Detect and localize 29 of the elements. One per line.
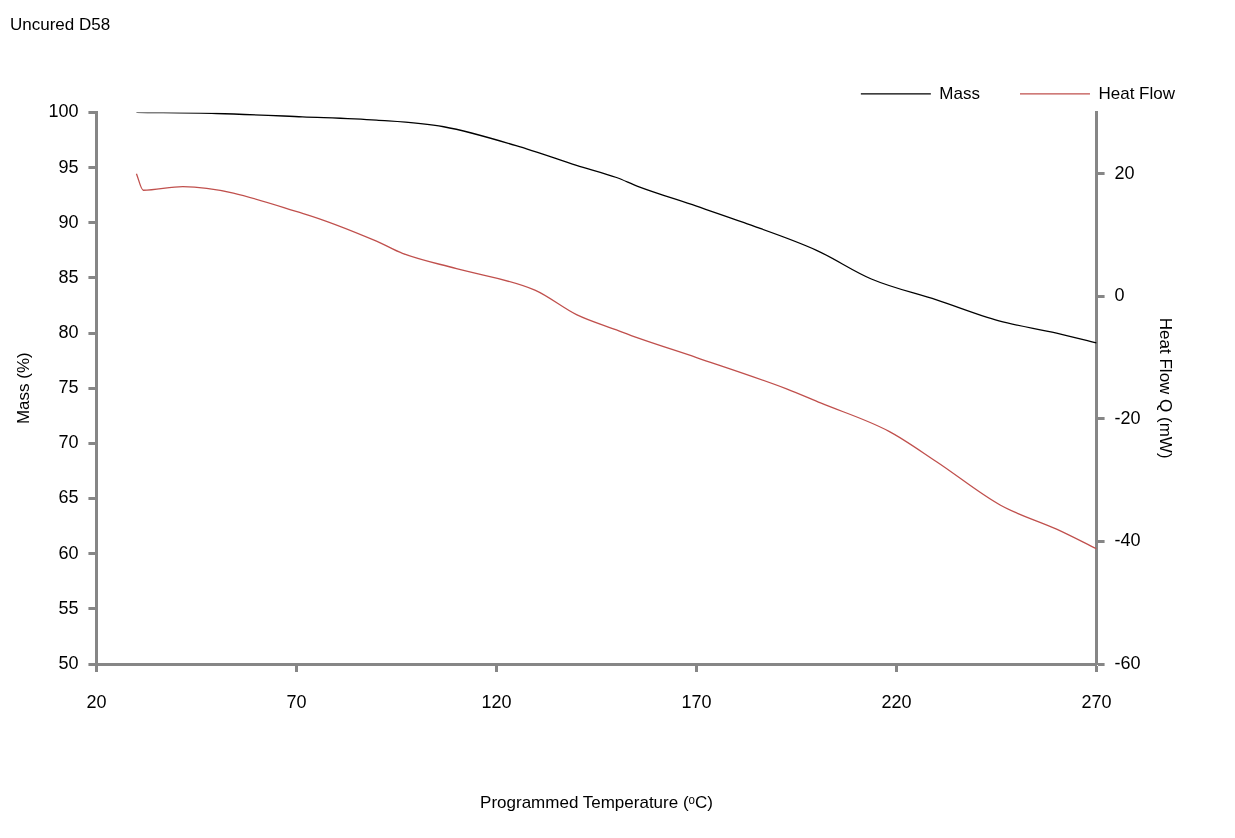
- x-tick-label: 20: [86, 691, 107, 712]
- y-tick-label: 50: [58, 652, 79, 673]
- y-tick-label: 70: [58, 432, 79, 453]
- x-tick-label: 220: [881, 691, 912, 712]
- y2-axis-title: Heat Flow Q (mW): [1156, 317, 1176, 459]
- y-tick-label: 100: [48, 101, 79, 122]
- legend-label: Heat Flow: [1098, 83, 1176, 103]
- legend-label: Mass: [939, 83, 980, 103]
- y-tick-label: 75: [58, 377, 79, 398]
- y-tick-label: 85: [58, 266, 79, 287]
- y2-tick-label: 20: [1114, 162, 1135, 183]
- y-tick-label: 90: [58, 211, 79, 232]
- x-tick-label: 70: [286, 691, 307, 712]
- x-axis-title: Programmed Temperature (ᵒC): [480, 793, 713, 813]
- line-series: [135, 173, 1097, 550]
- y2-tick-label: -60: [1114, 652, 1141, 673]
- y2-tick-label: -40: [1114, 530, 1141, 551]
- x-tick-label: 270: [1081, 691, 1112, 712]
- x-tick-label: 170: [681, 691, 712, 712]
- y2-tick-label: -20: [1114, 407, 1141, 428]
- y-tick-label: 60: [58, 542, 79, 563]
- x-tick-label: 120: [481, 691, 512, 712]
- y-tick-label: 55: [58, 597, 79, 618]
- y-axis-title: Mass (%): [13, 352, 33, 425]
- chart-title: Uncured D58: [10, 14, 111, 34]
- y-tick-label: 95: [58, 156, 79, 177]
- y-tick-label: 65: [58, 487, 79, 508]
- y-tick-label: 80: [58, 322, 79, 343]
- y2-tick-label: 0: [1114, 285, 1125, 306]
